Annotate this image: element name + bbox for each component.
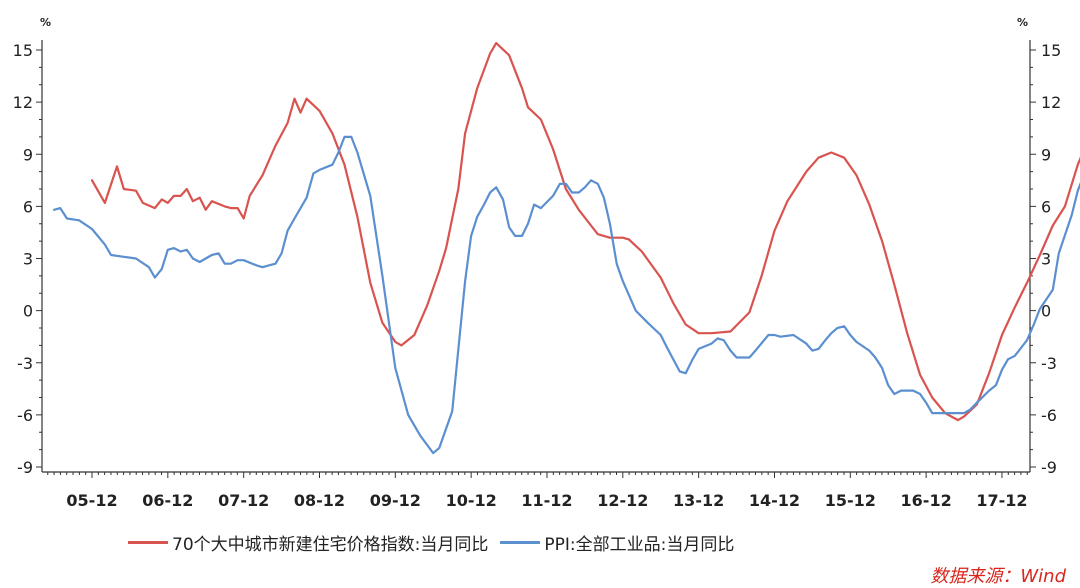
- y-tick-label-right: -9: [1041, 458, 1057, 477]
- y-tick-label-left: 3: [23, 250, 33, 269]
- series-line-house-price: [90, 42, 1080, 422]
- x-tick-label: 11-12: [521, 491, 572, 510]
- y-tick-label-left: 6: [23, 197, 33, 216]
- legend-item-ppi: PPI:全部工业品:当月同比: [500, 530, 734, 555]
- y-tick-label-right: 3: [1041, 250, 1051, 269]
- x-tick-label: 16-12: [901, 491, 952, 510]
- y-unit-right: %: [1017, 16, 1028, 29]
- legend-swatch-ppi: [500, 541, 541, 544]
- series-line-ppi: [53, 135, 1080, 455]
- legend-item-house: 70个大中城市新建住宅价格指数:当月同比: [128, 530, 488, 555]
- y-tick-label-left: 0: [23, 302, 33, 321]
- x-tick-label: 13-12: [673, 491, 724, 510]
- axes: % % 15 15 12 12 9 9 6 6 3 3 0 0 -3 -3 -6 -6 -9 -9 05-12 06-12…: [13, 16, 1062, 510]
- y-tick-label-right: -6: [1041, 406, 1057, 425]
- y-tick-label-right: 6: [1041, 197, 1051, 216]
- y-tick-label-left: 12: [13, 93, 33, 112]
- x-tick-label: 10-12: [446, 491, 497, 510]
- x-tick-label: 17-12: [976, 491, 1027, 510]
- y-tick-label-left: 9: [23, 145, 33, 164]
- y-tick-label-left: -3: [17, 354, 33, 373]
- y-tick-label-left: -6: [17, 406, 33, 425]
- x-tick-label: 09-12: [370, 491, 421, 510]
- y-tick-label-right: 12: [1041, 93, 1061, 112]
- y-tick-label-left: 15: [13, 41, 33, 60]
- y-tick-label-left: -9: [17, 458, 33, 477]
- legend-label-ppi: PPI:全部工业品:当月同比: [544, 535, 735, 555]
- x-tick-label: 15-12: [825, 491, 876, 510]
- x-tick-label: 12-12: [597, 491, 648, 510]
- legend-label-house: 70个大中城市新建住宅价格指数:当月同比: [172, 535, 489, 555]
- y-tick-label-right: 15: [1041, 41, 1061, 60]
- legend-swatch-house: [128, 541, 168, 544]
- series-layer: [53, 42, 1080, 455]
- data-source-note: 数据来源：Wind: [930, 566, 1066, 587]
- x-tick-label: 07-12: [218, 491, 269, 510]
- x-tick-label: 14-12: [749, 491, 800, 510]
- x-tick-label: 05-12: [66, 491, 117, 510]
- line-chart: % % 15 15 12 12 9 9 6 6 3 3 0 0 -3 -3 -6 -6 -9 -9 05-12 06-12…: [13, 16, 1080, 510]
- y-tick-label-right: 9: [1041, 145, 1051, 164]
- x-tick-label: 06-12: [142, 491, 193, 510]
- y-tick-label-right: -3: [1041, 354, 1057, 373]
- y-tick-label-right: 0: [1041, 302, 1051, 321]
- x-tick-label: 08-12: [294, 491, 345, 510]
- legend: 70个大中城市新建住宅价格指数:当月同比 PPI:全部工业品:当月同比: [128, 530, 746, 555]
- y-unit-left: %: [40, 16, 51, 29]
